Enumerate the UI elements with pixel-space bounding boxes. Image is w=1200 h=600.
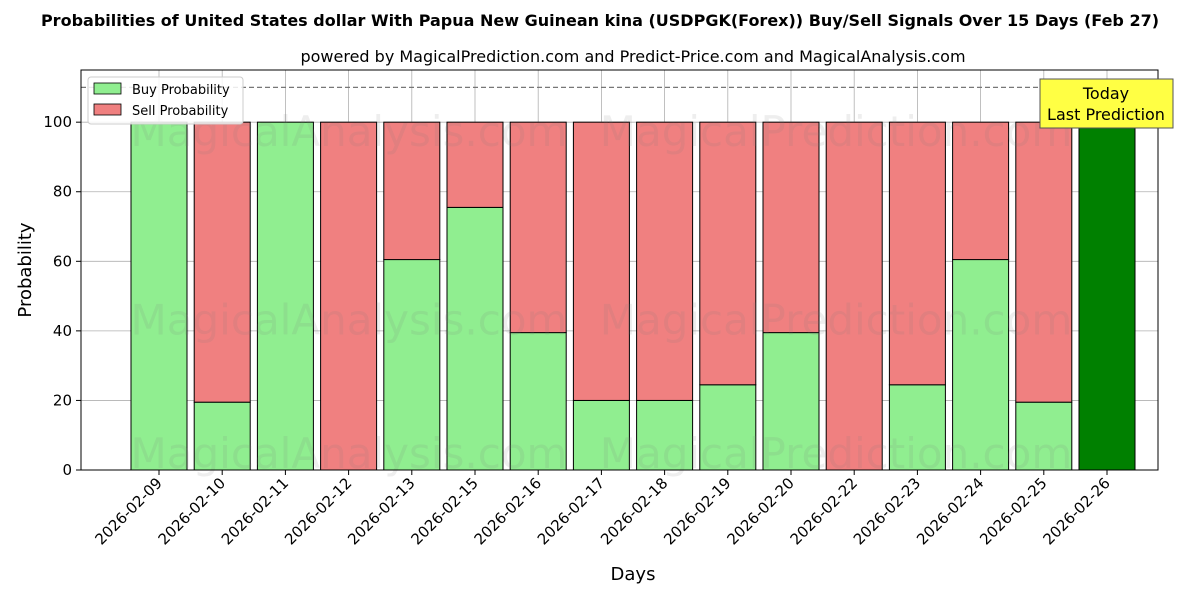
bar-sell (699, 121, 757, 386)
chart-title: Probabilities of United States dollar Wi… (41, 11, 1159, 30)
watermark-text: MagicalPrediction.com (600, 429, 1073, 478)
bar-sell (1015, 121, 1073, 403)
today-annotation: Today Last Prediction (1039, 78, 1174, 129)
watermarks: MagicalAnalysis.com MagicalPrediction.com… (131, 107, 1073, 478)
bars (130, 121, 1136, 471)
bar-buy (699, 384, 757, 471)
watermark-text: MagicalPrediction.com (600, 107, 1073, 156)
x-tick-label: 2026-02-20 (723, 474, 797, 548)
bar-sell (383, 121, 441, 261)
x-tick-label: 2026-02-26 (1039, 474, 1113, 548)
x-tick-label: 2026-02-11 (218, 474, 292, 548)
bar-buy (1015, 401, 1073, 471)
x-tick-label: 2026-02-09 (91, 474, 165, 548)
annotation-box (1039, 78, 1174, 129)
legend: Buy Probability Sell Probability (87, 76, 244, 125)
chart-subtitle: powered by MagicalPrediction.com and Pre… (300, 47, 965, 66)
bar-sell (952, 121, 1010, 261)
y-axis: 0 20 40 60 80 100 (43, 113, 81, 479)
legend-label-buy: Buy Probability (132, 83, 230, 98)
bar-sell (320, 121, 378, 471)
bar-sell (446, 121, 504, 208)
bar-buy (952, 259, 1010, 471)
bar-sell (509, 121, 567, 334)
plot-frame (80, 69, 1159, 471)
y-tick-label: 100 (43, 113, 72, 131)
y-tick-label: 80 (53, 183, 72, 201)
x-tick-label: 2026-02-17 (534, 474, 608, 548)
legend-box (87, 76, 244, 125)
y-tick-label: 0 (62, 461, 72, 479)
bar-sell (825, 121, 883, 471)
annotation-line-1: Today (1082, 84, 1129, 103)
bar-sell (888, 121, 946, 386)
bar-sell (193, 121, 251, 403)
x-tick-label: 2026-02-19 (660, 474, 734, 548)
legend-swatch-buy (93, 82, 122, 95)
x-tick-label: 2026-02-25 (976, 474, 1050, 548)
bar-buy (509, 332, 567, 471)
x-tick-label: 2026-02-12 (281, 474, 355, 548)
x-tick-label: 2026-02-23 (850, 474, 924, 548)
bar-sell (636, 121, 694, 401)
bar-buy (572, 399, 630, 471)
watermark-text: MagicalPrediction.com (600, 295, 1073, 344)
y-tick-label: 40 (53, 322, 72, 340)
bar-buy (762, 332, 820, 471)
bar-buy (636, 399, 694, 471)
x-axis-label: Days (611, 564, 656, 585)
x-tick-label: 2026-02-18 (597, 474, 671, 548)
bar-sell (762, 121, 820, 334)
x-tick-label: 2026-02-16 (471, 474, 545, 548)
bar-buy (1078, 121, 1136, 471)
x-tick-label: 2026-02-15 (407, 474, 481, 548)
y-tick-label: 20 (53, 391, 72, 409)
x-tick-label: 2026-02-22 (787, 474, 861, 548)
watermark-text: MagicalAnalysis.com (131, 295, 568, 344)
y-axis-label: Probability (15, 222, 36, 317)
bar-buy (383, 259, 441, 471)
bar-buy (256, 121, 314, 471)
x-tick-label: 2026-02-10 (155, 474, 229, 548)
x-tick-label: 2026-02-13 (344, 474, 418, 548)
x-tick-label: 2026-02-24 (913, 474, 987, 548)
y-tick-label: 60 (53, 252, 72, 270)
x-axis: 2026-02-092026-02-102026-02-112026-02-12… (91, 470, 1114, 548)
legend-swatch-sell (93, 103, 122, 116)
bar-sell (572, 121, 630, 401)
legend-label-sell: Sell Probability (132, 104, 229, 119)
bar-buy (888, 384, 946, 471)
annotation-line-2: Last Prediction (1047, 105, 1165, 124)
